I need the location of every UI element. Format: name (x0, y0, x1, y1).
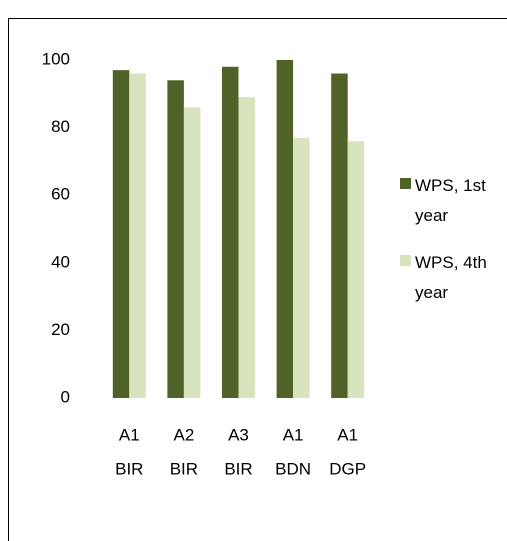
x-tick-label: BIR (224, 459, 252, 478)
y-tick-label: 20 (51, 320, 70, 339)
x-tick-label: A1 (119, 425, 140, 444)
bar (183, 107, 201, 398)
legend-swatch (400, 178, 411, 189)
bar (293, 137, 310, 399)
bar (331, 73, 348, 399)
y-tick-label: 100 (42, 49, 70, 68)
x-tick-label: DGP (329, 459, 366, 478)
bar (167, 80, 184, 398)
x-tick-label: BIR (115, 459, 143, 478)
x-tick-label: A1 (337, 425, 358, 444)
bar (238, 97, 255, 399)
legend-item: WPS, 1st year (398, 171, 506, 233)
bar (347, 141, 365, 398)
y-tick-label: 40 (51, 252, 70, 271)
x-tick-label: BIR (170, 459, 198, 478)
y-tick-label: 80 (51, 117, 70, 136)
bar (129, 73, 146, 399)
x-tick-label: BDN (275, 459, 311, 478)
chart-frame (8, 18, 507, 541)
bar (112, 70, 130, 398)
bar (276, 60, 294, 398)
legend-label: WPS, 1st year (415, 176, 486, 225)
legend-label: WPS, 4th year (415, 253, 487, 302)
legend-item: WPS, 4th year (398, 248, 506, 310)
bar (222, 66, 239, 398)
y-tick-label: 0 (61, 387, 70, 406)
x-tick-label: A1 (283, 425, 304, 444)
legend-swatch (400, 255, 411, 266)
x-tick-label: A2 (174, 425, 195, 444)
y-tick-label: 60 (51, 185, 70, 204)
x-tick-label: A3 (228, 425, 249, 444)
